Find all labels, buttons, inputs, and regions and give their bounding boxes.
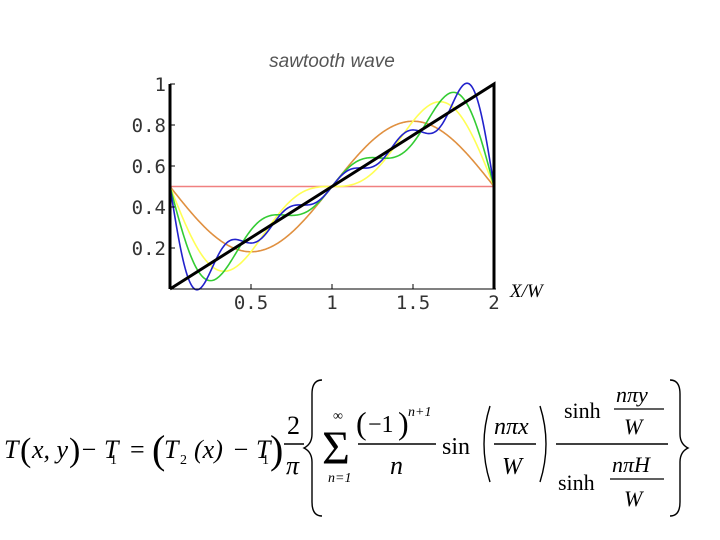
y-tick-label: 0.2 (132, 238, 166, 260)
formula-npx: nπx (494, 414, 529, 440)
formula-sinh2: sinh (558, 470, 595, 495)
formula-sin: sin (442, 434, 470, 460)
sawtooth-chart: sawtooth wave 0.5 1 1.5 2 0.2 0.4 0.6 0.8 1 X/W (132, 51, 545, 314)
formula-two: 2 (287, 411, 300, 440)
formula-sub2: 2 (180, 453, 187, 468)
x-tick-label: 1 (326, 292, 337, 314)
sum-sigma: Σ (322, 422, 350, 475)
sin-paren-close (539, 405, 547, 483)
formula-T: T (4, 435, 20, 464)
formula-n-den: n (390, 451, 403, 480)
y-tick-label: 0.8 (132, 115, 166, 137)
y-tick-label: 0.4 (132, 197, 166, 219)
formula-sub1b: 1 (262, 453, 269, 468)
x-tick-label: 1.5 (396, 292, 430, 314)
formula-minus-t1b: − T (232, 435, 272, 464)
sin-paren-open (483, 405, 491, 483)
formula-x-arg: (x) (194, 435, 223, 464)
left-brace (302, 379, 323, 517)
x-tick-label: 0.5 (234, 292, 268, 314)
plot-lines (168, 81, 496, 291)
x-axis-label: X/W (509, 281, 545, 302)
formula-minus-t1: − T (80, 435, 120, 464)
sum-upper: ∞ (333, 409, 343, 424)
formula-exponent: n+1 (408, 405, 431, 420)
right-brace (669, 379, 690, 517)
formula-minus-one: −1 (368, 412, 394, 438)
formula-W1: W (502, 454, 524, 480)
chart-title: sawtooth wave (269, 51, 395, 72)
formula-equals: = (130, 435, 145, 464)
x-tick-label: 2 (488, 292, 499, 314)
formula-pi: π (286, 451, 300, 480)
formula-args: x, y (31, 435, 69, 464)
sum-lower: n=1 (328, 471, 351, 486)
formula-sub1: 1 (110, 453, 117, 468)
formula-W3: W (624, 486, 644, 511)
fourier-formula: T ( x, y ) − T 1 = ( T 2 (x) − T 1 ) 2 π… (4, 379, 690, 517)
formula-sinh1: sinh (564, 398, 601, 423)
formula-paren2-close: ) (270, 427, 283, 472)
formula-paren-close: ) (69, 432, 80, 469)
formula-paren-open: ( (20, 432, 31, 469)
x-ticks: 0.5 1 1.5 2 (234, 284, 500, 314)
y-tick-label: 1 (155, 74, 166, 96)
formula-npH: nπH (612, 452, 651, 477)
formula-npy: nπy (616, 382, 648, 407)
formula-paren2-open: ( (152, 427, 165, 472)
minus-one-paren-close: ) (398, 405, 409, 441)
formula-W2: W (624, 414, 644, 439)
minus-one-paren-open: ( (356, 405, 367, 441)
formula-T2: T (164, 435, 180, 464)
y-tick-label: 0.6 (132, 156, 166, 178)
y-ticks: 0.2 0.4 0.6 0.8 1 (132, 74, 175, 260)
